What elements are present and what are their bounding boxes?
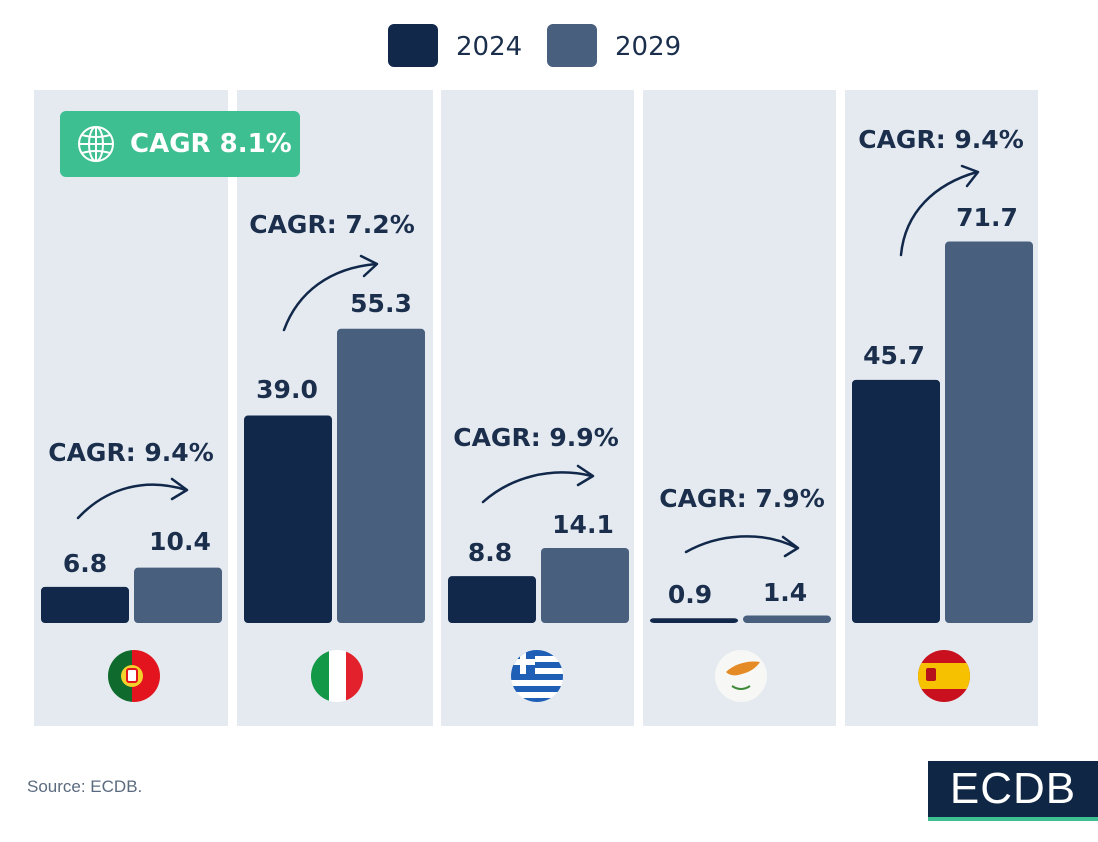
bar-greece-2029	[541, 547, 629, 623]
ecdb-logo: ECDB	[928, 761, 1098, 821]
bar-cyprus-2024	[650, 618, 738, 623]
cagr-label-greece: CAGR: 9.9%	[453, 423, 619, 452]
value-label-cyprus-2029: 1.4	[763, 578, 807, 607]
bars	[41, 241, 1033, 623]
bar-portugal-2029	[134, 567, 222, 623]
value-labels: 6.8 10.4 39.0 55.3 8.8 14.1 0.9 1.4 45.7…	[63, 203, 1018, 609]
value-label-greece-2024: 8.8	[468, 538, 512, 567]
value-label-portugal-2024: 6.8	[63, 549, 107, 578]
growth-arrows	[76, 164, 980, 558]
arrow-icon-spain	[899, 164, 980, 257]
cagr-label-spain: CAGR: 9.4%	[858, 125, 1024, 154]
value-label-spain-2029: 71.7	[956, 203, 1018, 232]
value-label-italy-2024: 39.0	[256, 375, 318, 404]
bar-portugal-2024	[41, 586, 129, 623]
greece-flag-icon	[511, 650, 563, 702]
bar-italy-2024	[244, 415, 332, 623]
bar-spain-2024	[852, 379, 940, 623]
panel-portugal	[34, 90, 228, 726]
value-label-cyprus-2024: 0.9	[668, 580, 712, 609]
value-label-portugal-2029: 10.4	[149, 527, 211, 556]
global-cagr-label: CAGR 8.1%	[130, 129, 292, 159]
arrow-icon-cyprus	[684, 535, 800, 558]
bar-spain-2029	[945, 241, 1033, 623]
legend-swatch-2029	[547, 24, 597, 67]
cagr-labels: CAGR: 9.4% CAGR: 7.2% CAGR: 9.9% CAGR: 7…	[48, 125, 1024, 513]
italy-flag-icon	[311, 650, 363, 702]
bar-greece-2024	[448, 576, 536, 623]
cyprus-flag-icon	[715, 650, 767, 702]
spain-flag-icon	[918, 650, 970, 702]
cagr-label-cyprus: CAGR: 7.9%	[659, 484, 825, 513]
portugal-flag-icon	[108, 650, 160, 702]
value-label-italy-2029: 55.3	[350, 289, 412, 318]
source-note: Source: ECDB.	[27, 777, 143, 796]
value-label-spain-2024: 45.7	[863, 341, 925, 370]
legend: 2024 2029	[388, 24, 681, 67]
arrow-icon-greece	[481, 464, 595, 504]
cagr-label-italy: CAGR: 7.2%	[249, 210, 415, 239]
legend-swatch-2024	[388, 24, 438, 67]
cagr-label-portugal: CAGR: 9.4%	[48, 438, 214, 467]
bar-italy-2029	[337, 328, 425, 623]
globe-icon	[78, 126, 114, 162]
bar-cyprus-2029	[743, 615, 831, 623]
value-label-greece-2029: 14.1	[552, 510, 614, 539]
global-cagr-badge: CAGR 8.1%	[60, 111, 300, 177]
legend-label-2029: 2029	[615, 32, 681, 62]
legend-label-2024: 2024	[456, 32, 522, 62]
panel-cyprus	[643, 90, 836, 726]
arrow-icon-portugal	[76, 477, 189, 520]
panel-greece	[441, 90, 634, 726]
arrow-icon-italy	[282, 254, 379, 332]
